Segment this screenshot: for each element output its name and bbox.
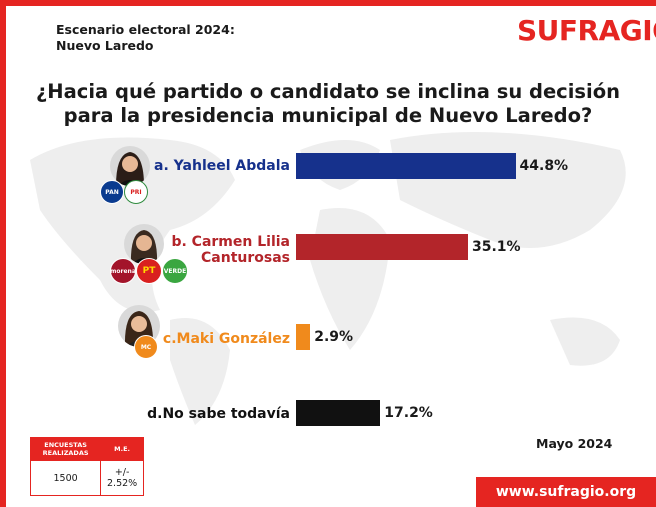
candidate-label-abdala: a. Yahleel Abdala [150,158,290,174]
header-subtitle: Escenario electoral 2024: Nuevo Laredo [56,22,235,54]
question-line-1: ¿Hacia qué partido o candidato se inclin… [36,80,620,103]
option-label-undecided-line-1: d.No sabe todavía [147,406,290,422]
survey-header-margin: M.E. [100,437,144,461]
survey-header-surveys: ENCUESTAS REALIZADAS [29,437,102,461]
value-label-undecided: 17.2% [384,405,433,421]
party-badge-mc: MC [134,335,158,359]
candidate-photo-abdala [110,146,150,186]
option-label-undecided: d.No sabe todavía [130,406,290,422]
bar-undecided [296,400,381,426]
sufragio-logo: SUFRAGIO [517,14,656,47]
survey-info-table: ENCUESTAS REALIZADAS M.E. 1500 +/- 2.52% [29,437,144,496]
bar-canturosas [296,234,468,260]
candidate-label-abdala-line-1: a. Yahleel Abdala [154,158,290,174]
survey-question: ¿Hacia qué partido o candidato se inclin… [26,80,630,128]
value-label-abdala: 44.8% [519,158,569,174]
bar-abdala [296,153,516,179]
candidate-label-canturosas-line-1: b. Carmen Lilia [171,234,290,250]
question-line-2: para la presidencia municipal de Nuevo L… [63,104,593,127]
subtitle-line-2: Nuevo Laredo [56,38,154,53]
left-accent-bar [0,0,6,507]
party-badge-morena: morena [110,258,136,284]
top-accent-bar [0,0,656,6]
party-badge-verde: VERDE [162,258,188,284]
party-badge-pan: PAN [100,180,124,204]
value-label-canturosas: 35.1% [471,239,521,255]
candidate-label-gonzalez-line-1: c.Maki González [162,331,290,347]
bar-gonzalez [296,324,311,350]
survey-value-margin: +/- 2.52% [100,460,144,496]
party-badge-pri: PRI [124,180,148,204]
website-footer[interactable]: www.sufragio.org [476,477,656,507]
value-label-gonzalez: 2.9% [314,329,354,345]
candidate-label-canturosas: b. Carmen Lilia Canturosas [150,234,290,266]
subtitle-line-1: Escenario electoral 2024: [56,22,235,37]
candidate-label-canturosas-line-2: Canturosas [201,250,290,266]
survey-value-surveys: 1500 [29,460,102,496]
survey-date: Mayo 2024 [536,436,613,451]
candidate-label-gonzalez: c.Maki González [150,331,290,347]
party-badge-pt: PT [136,258,162,284]
